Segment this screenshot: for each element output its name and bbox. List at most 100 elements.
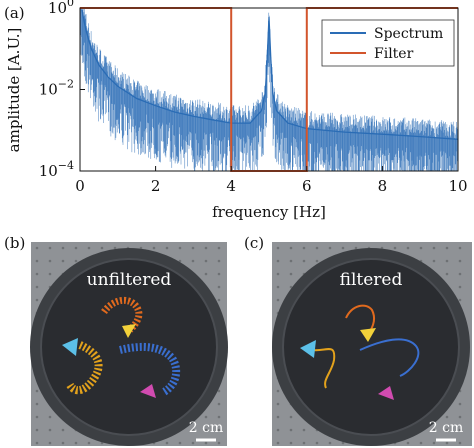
pegboard-hole (276, 402, 280, 406)
pegboard-hole (445, 272, 449, 276)
pegboard-hole (35, 415, 39, 419)
pegboard-hole (191, 441, 195, 445)
trajectory-blue (119, 342, 181, 396)
pegboard-hole (276, 441, 280, 445)
legend-label-filter: Filter (374, 46, 414, 62)
pegboard-hole (35, 441, 39, 445)
pegboard-hole (276, 246, 280, 250)
marker-cyan (62, 338, 78, 356)
marker-magenta (378, 386, 394, 400)
pegboard-hole (445, 415, 449, 419)
panel-b-label: (b) (4, 234, 25, 252)
pegboard-hole (217, 272, 221, 276)
pegboard-hole (113, 246, 117, 250)
pegboard-hole (204, 415, 208, 419)
pegboard-hole (458, 402, 462, 406)
pegboard-hole (289, 285, 293, 289)
pegboard-hole (289, 259, 293, 263)
trajectory-orange (101, 296, 143, 333)
pegboard-hole (276, 389, 280, 393)
pegboard-hole (100, 246, 104, 250)
pegboard-hole (217, 298, 221, 302)
pegboard-hole (48, 415, 52, 419)
pegboard-hole (178, 246, 182, 250)
pegboard-hole (61, 259, 65, 263)
pegboard-hole (74, 246, 78, 250)
pegboard-hole (204, 246, 208, 250)
pegboard-hole (445, 428, 449, 432)
pegboard-hole (458, 285, 462, 289)
pegboard-hole (217, 246, 221, 250)
pegboard-hole (35, 389, 39, 393)
spectrum-chart: 0 2 4 6 8 10 100 10−2 10−4 frequency [Hz] ampli… (5, 0, 468, 221)
marker-magenta (140, 384, 156, 398)
pegboard-hole (217, 415, 221, 419)
pegboard-hole (302, 428, 306, 432)
x-axis-label: frequency [Hz] (212, 203, 326, 221)
pegboard-hole (458, 246, 462, 250)
pegboard-hole (289, 441, 293, 445)
pegboard-hole (35, 298, 39, 302)
pegboard-hole (419, 441, 423, 445)
pegboard-hole (48, 259, 52, 263)
pegboard-hole (328, 441, 332, 445)
x-tick-label: 6 (302, 177, 312, 195)
pegboard-hole (302, 246, 306, 250)
pegboard-hole (48, 246, 52, 250)
x-tick-label: 2 (151, 177, 161, 195)
pegboard-hole (458, 272, 462, 276)
pegboard-hole (458, 441, 462, 445)
pegboard-hole (432, 428, 436, 432)
pegboard-hole (289, 246, 293, 250)
pegboard-hole (315, 441, 319, 445)
pegboard-hole (315, 246, 319, 250)
trajectory-yellow (311, 348, 336, 389)
pegboard-hole (217, 402, 221, 406)
pegboard-hole (276, 428, 280, 432)
pegboard-hole (48, 428, 52, 432)
pegboard-hole (419, 246, 423, 250)
pegboard-hole (191, 259, 195, 263)
pegboard-hole (341, 441, 345, 445)
y-axis-label: amplitude [A.U.] (5, 28, 23, 153)
pegboard-hole (328, 246, 332, 250)
pegboard-hole (74, 441, 78, 445)
marker-yellow (122, 324, 136, 338)
x-tick-label: 8 (378, 177, 388, 195)
x-tick-label: 10 (448, 177, 467, 195)
marker-yellow (360, 328, 376, 342)
pegboard-hole (217, 428, 221, 432)
y-axis-ticks: 100 10−2 10−4 (39, 0, 85, 180)
trajectory-yellow (66, 341, 103, 395)
pegboard-hole (35, 402, 39, 406)
pegboard-hole (302, 259, 306, 263)
spectrum-series-line (81, 9, 459, 140)
pegboard-hole (354, 246, 358, 250)
pegboard-hole (61, 246, 65, 250)
pegboard-hole (406, 441, 410, 445)
pegboard-hole (315, 259, 319, 263)
pegboard-hole (35, 428, 39, 432)
pegboard-hole (341, 246, 345, 250)
pegboard-hole (289, 428, 293, 432)
pegboard-hole (289, 415, 293, 419)
pegboard-hole (35, 285, 39, 289)
pegboard-hole (191, 428, 195, 432)
pegboard-hole (432, 246, 436, 250)
pegboard-hole (276, 415, 280, 419)
legend-label-spectrum: Spectrum (374, 26, 443, 42)
marker-cyan (300, 340, 316, 358)
pegboard-hole (458, 428, 462, 432)
pegboard-hole (35, 272, 39, 276)
pegboard-hole (35, 246, 39, 250)
legend-box (321, 19, 455, 67)
x-tick-label: 4 (226, 177, 236, 195)
scale-label: 2 cm (189, 420, 223, 436)
panel-a-label: (a) (4, 4, 25, 22)
scale-label: 2 cm (429, 420, 463, 436)
pegboard-hole (445, 246, 449, 250)
arena-floor (282, 258, 460, 436)
pegboard-hole (217, 259, 221, 263)
pegboard-hole (276, 285, 280, 289)
pegboard-hole (74, 259, 78, 263)
